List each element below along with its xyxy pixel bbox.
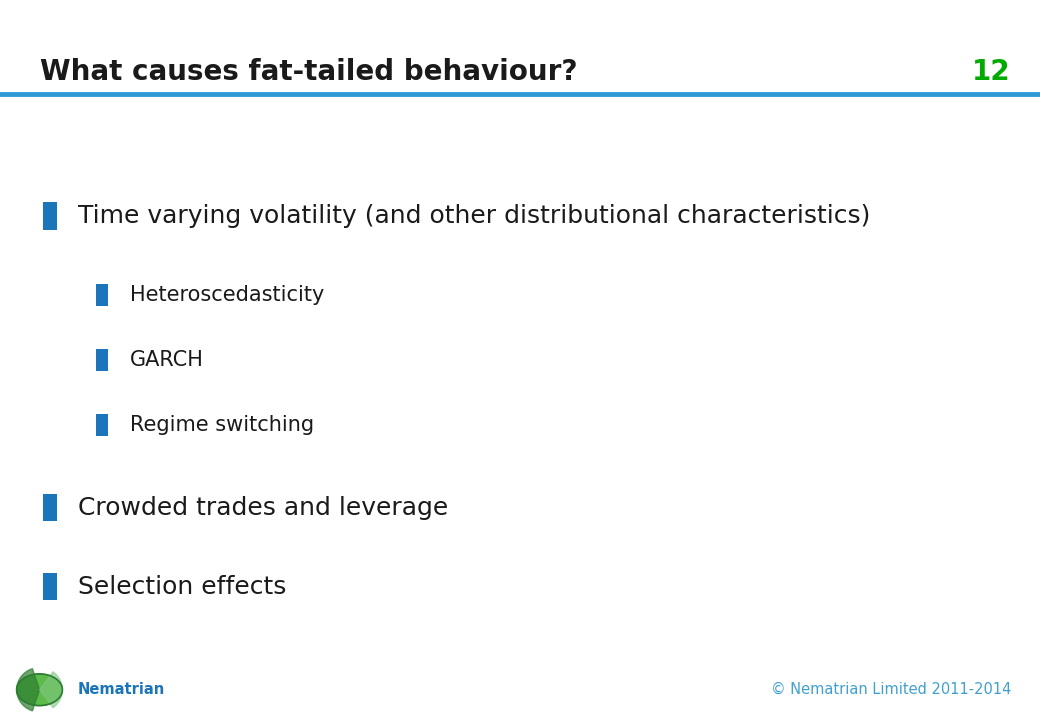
Text: 12: 12 xyxy=(972,58,1011,86)
Text: Selection effects: Selection effects xyxy=(78,575,286,599)
Text: Time varying volatility (and other distributional characteristics): Time varying volatility (and other distr… xyxy=(78,204,870,228)
FancyBboxPatch shape xyxy=(97,349,108,371)
Text: © Nematrian Limited 2011-2014: © Nematrian Limited 2011-2014 xyxy=(771,683,1011,697)
Text: Regime switching: Regime switching xyxy=(130,415,314,435)
Polygon shape xyxy=(17,669,40,711)
FancyBboxPatch shape xyxy=(43,494,57,521)
Text: What causes fat-tailed behaviour?: What causes fat-tailed behaviour? xyxy=(40,58,577,86)
Circle shape xyxy=(17,674,62,706)
FancyBboxPatch shape xyxy=(97,284,108,306)
FancyBboxPatch shape xyxy=(43,202,57,230)
Text: GARCH: GARCH xyxy=(130,350,204,370)
FancyBboxPatch shape xyxy=(97,414,108,436)
Polygon shape xyxy=(40,672,62,708)
Text: Crowded trades and leverage: Crowded trades and leverage xyxy=(78,495,448,520)
Text: Heteroscedasticity: Heteroscedasticity xyxy=(130,285,324,305)
FancyBboxPatch shape xyxy=(43,573,57,600)
Text: Nematrian: Nematrian xyxy=(78,683,165,697)
